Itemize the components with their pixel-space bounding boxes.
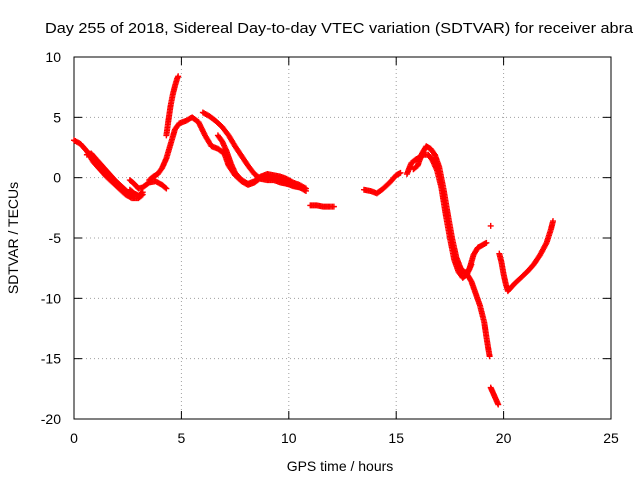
y-tick-label: 5 bbox=[53, 109, 61, 125]
y-tick-label: 0 bbox=[53, 170, 61, 186]
chart-title: Day 255 of 2018, Sidereal Day-to-day VTE… bbox=[45, 20, 634, 37]
y-tick-label: 10 bbox=[45, 49, 61, 65]
data-point bbox=[139, 189, 146, 196]
y-tick-label: -5 bbox=[49, 230, 62, 246]
x-tick-label: 10 bbox=[281, 430, 297, 446]
data-point bbox=[175, 73, 182, 80]
y-tick-label: -20 bbox=[41, 411, 61, 427]
x-tick-label: 5 bbox=[178, 430, 186, 446]
data-point bbox=[486, 353, 493, 360]
x-axis-label: GPS time / hours bbox=[287, 458, 394, 474]
x-tick-label: 15 bbox=[388, 430, 404, 446]
data-point bbox=[162, 184, 169, 191]
data-point bbox=[163, 185, 170, 192]
data-point bbox=[550, 218, 557, 225]
y-tick-label: -10 bbox=[41, 290, 61, 306]
data-point bbox=[301, 184, 308, 191]
data-point bbox=[330, 203, 337, 210]
data-point bbox=[495, 401, 502, 408]
y-axis: 10 5 0 -5 -10 -15 -20 bbox=[41, 49, 611, 427]
data-series bbox=[71, 73, 557, 408]
data-point bbox=[397, 169, 404, 176]
data-point bbox=[483, 239, 490, 246]
x-axis: 0 5 10 15 20 25 bbox=[70, 57, 619, 446]
y-axis-label: SDTVAR / TECUs bbox=[5, 182, 21, 294]
data-point bbox=[138, 190, 145, 197]
data-point bbox=[302, 185, 309, 192]
y-tick-label: -15 bbox=[41, 351, 61, 367]
x-tick-label: 25 bbox=[603, 430, 619, 446]
grid bbox=[74, 57, 611, 419]
x-tick-label: 20 bbox=[496, 430, 512, 446]
x-tick-label: 0 bbox=[70, 430, 78, 446]
data-point bbox=[487, 222, 494, 229]
